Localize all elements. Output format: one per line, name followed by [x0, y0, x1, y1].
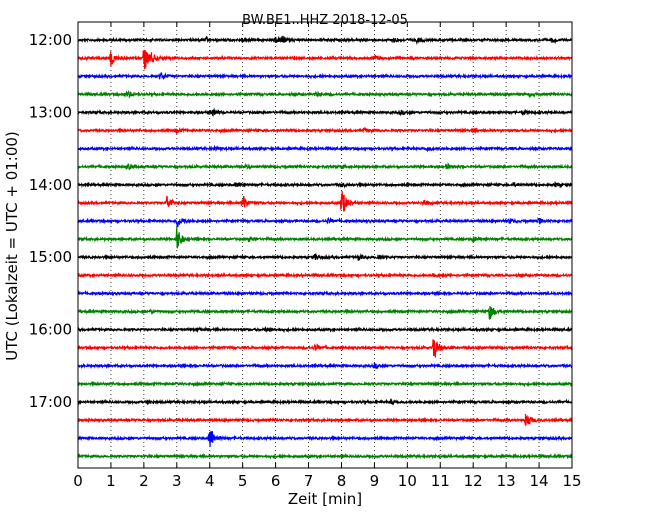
y-tick-label: 13:00	[29, 103, 72, 121]
plot-frame	[77, 21, 573, 469]
trace-line	[77, 380, 573, 388]
trace-line	[77, 49, 573, 70]
y-tick-label: 12:00	[29, 31, 72, 49]
x-tick-label: 14	[530, 472, 549, 490]
trace-line	[77, 35, 573, 46]
seismic-traces	[77, 35, 573, 460]
trace-line	[77, 107, 573, 117]
x-tick-label: 1	[106, 472, 116, 490]
x-tick-label: 7	[304, 472, 314, 490]
trace-line	[77, 325, 573, 334]
x-tick-label: 15	[562, 472, 581, 490]
trace-line	[77, 89, 573, 99]
trace-line	[77, 180, 573, 189]
y-tick-label: 17:00	[29, 393, 72, 411]
chart-title: BW.BE1..HHZ 2018-12-05	[242, 13, 408, 28]
x-tick-label: 13	[497, 472, 516, 490]
trace-line	[77, 306, 573, 320]
trace-line	[77, 252, 573, 261]
y-tick-label: 16:00	[29, 321, 72, 339]
trace-line	[77, 71, 573, 81]
trace-line	[77, 216, 573, 228]
y-tick-label: 14:00	[29, 176, 72, 194]
x-tick-label: 9	[370, 472, 380, 490]
trace-line	[77, 126, 573, 135]
y-axis-label: UTC (Lokalzeit = UTC + 01:00)	[3, 131, 21, 361]
trace-line	[77, 430, 573, 447]
y-axis-ticks: 12:00 13:00 14:00 15:00 16:00 17:00	[29, 31, 572, 411]
x-tick-label: 0	[73, 472, 83, 490]
trace-line	[77, 413, 573, 426]
trace-line	[77, 452, 573, 460]
x-tick-label: 12	[464, 472, 483, 490]
x-tick-label: 11	[431, 472, 450, 490]
x-axis-ticks: 0 1 2 3 4 5 6 7 8 9 10 11 12 13 14 15	[73, 22, 582, 490]
x-tick-label: 2	[139, 472, 149, 490]
x-tick-label: 6	[271, 472, 281, 490]
x-tick-label: 10	[398, 472, 417, 490]
trace-line	[77, 144, 573, 153]
trace-line	[77, 289, 573, 297]
x-tick-label: 4	[205, 472, 215, 490]
y-tick-label: 15:00	[29, 248, 72, 266]
x-axis-label: Zeit [min]	[288, 490, 362, 508]
trace-line	[77, 161, 573, 171]
trace-line	[77, 226, 573, 249]
trace-line	[77, 190, 573, 212]
trace-line	[77, 339, 573, 359]
trace-line	[77, 398, 573, 406]
x-tick-label: 8	[337, 472, 347, 490]
trace-line	[77, 362, 573, 370]
x-tick-label: 3	[172, 472, 182, 490]
trace-line	[77, 271, 573, 279]
x-tick-label: 5	[238, 472, 248, 490]
